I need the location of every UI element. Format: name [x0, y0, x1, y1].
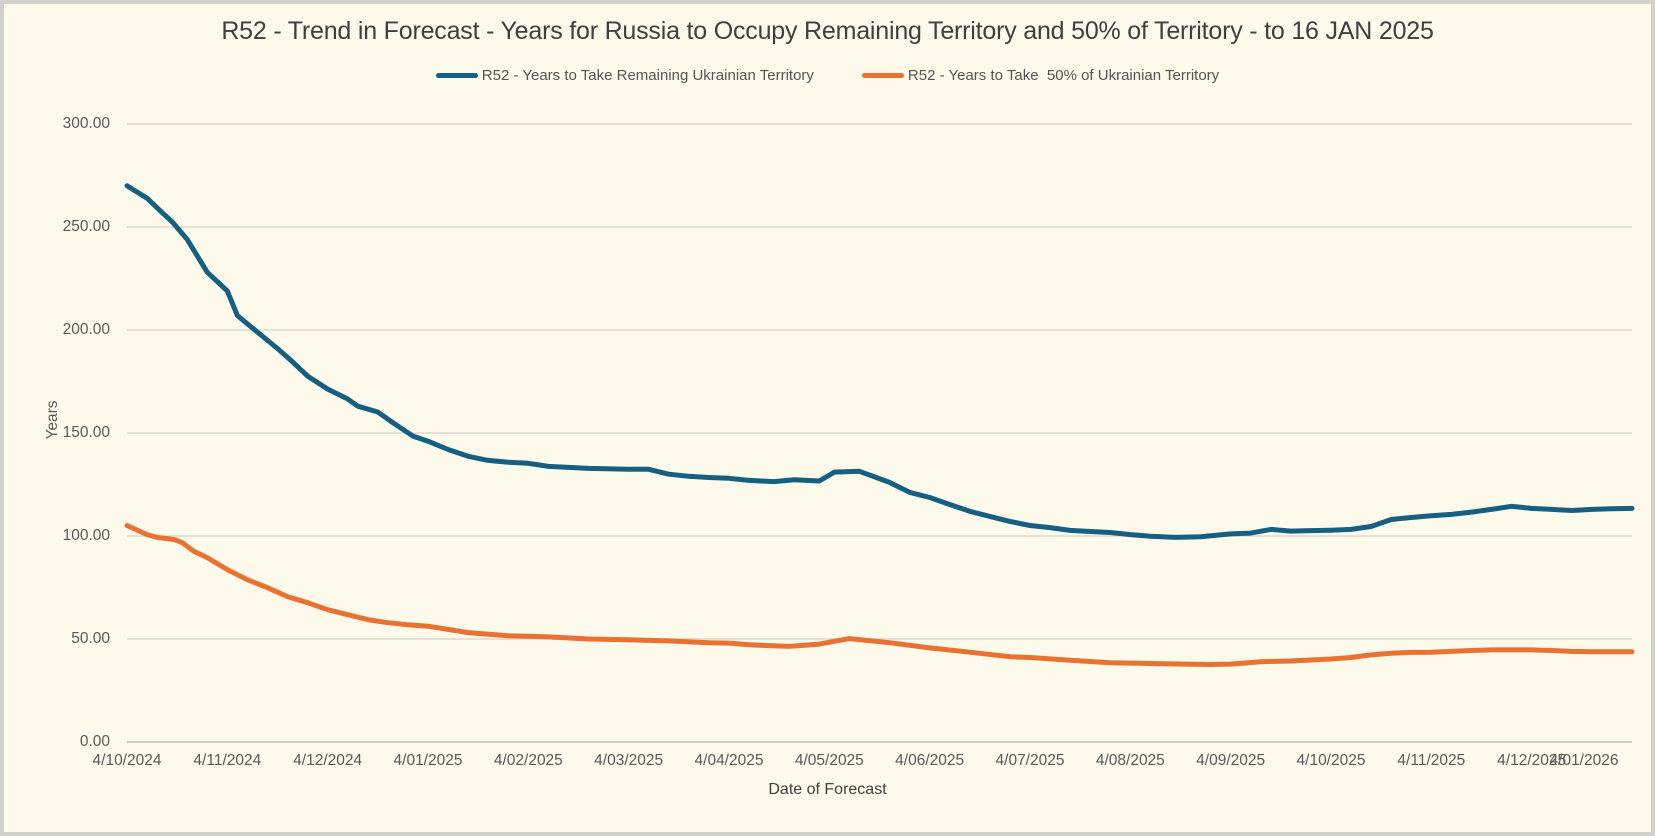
x-tick-label: 4/04/2025	[694, 752, 764, 769]
legend-swatch-50pct-territory	[861, 73, 904, 78]
chart-title: R52 - Trend in Forecast - Years for Russ…	[221, 17, 1434, 45]
legend-swatch-remaining-territory	[435, 73, 478, 78]
x-axis-title: Date of Forecast	[768, 781, 887, 798]
x-tick-label: 4/10/2024	[92, 752, 162, 769]
x-tick-label: 4/07/2025	[995, 752, 1065, 769]
x-tick-label: 4/10/2025	[1296, 752, 1366, 769]
x-tick-label: 4/01/2025	[393, 752, 463, 769]
x-tick-label: 4/01/2026	[1549, 752, 1619, 769]
series-line-50pct-territory	[124, 523, 1635, 667]
legend-label-remaining-territory: R52 - Years to Take Remaining Ukrainian …	[481, 67, 814, 84]
y-tick-label: 250.00	[62, 218, 110, 235]
x-tick-label: 4/09/2025	[1196, 752, 1266, 769]
y-tick-label: 150.00	[62, 424, 110, 441]
x-tick-label: 4/08/2025	[1095, 752, 1165, 769]
x-tick-label: 4/05/2025	[794, 752, 864, 769]
legend-item-50pct-territory: R52 - Years to Take 50% of Ukrainian Ter…	[861, 67, 1220, 84]
x-tick-label: 4/03/2025	[594, 752, 664, 769]
y-axis-title: Years	[44, 400, 61, 440]
plot-area	[124, 123, 1635, 743]
y-tick-label: 0.00	[79, 733, 110, 750]
x-tick-label: 4/06/2025	[895, 752, 965, 769]
y-tick-label: 300.00	[62, 115, 110, 132]
y-tick-label: 200.00	[62, 321, 110, 338]
x-tick-label: 4/11/2024	[193, 752, 262, 769]
x-tick-label: 4/11/2025	[1397, 752, 1466, 769]
x-tick-label: 4/12/2024	[293, 752, 363, 769]
x-tick-label: 4/12/2025	[1497, 752, 1567, 769]
legend-item-remaining-territory: R52 - Years to Take Remaining Ukrainian …	[435, 67, 814, 84]
y-tick-label: 50.00	[71, 630, 110, 647]
x-tick-label: 4/02/2025	[493, 752, 563, 769]
series-line-remaining-territory	[124, 183, 1635, 540]
chart-legend: R52 - Years to Take Remaining Ukrainian …	[4, 67, 1651, 84]
legend-label-50pct-territory: R52 - Years to Take 50% of Ukrainian Ter…	[907, 67, 1220, 84]
y-tick-label: 100.00	[62, 527, 110, 544]
